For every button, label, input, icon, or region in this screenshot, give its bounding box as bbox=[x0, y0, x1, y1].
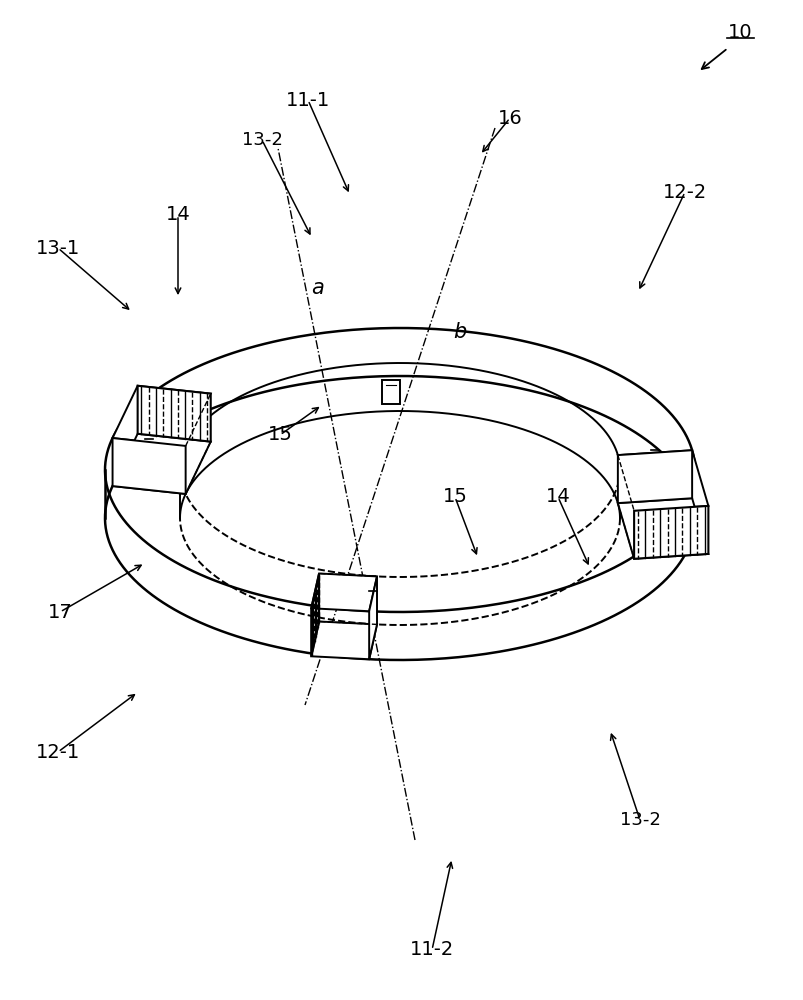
Text: 16: 16 bbox=[497, 109, 522, 128]
Polygon shape bbox=[311, 621, 377, 659]
Polygon shape bbox=[311, 573, 377, 611]
Polygon shape bbox=[112, 386, 210, 446]
Text: a: a bbox=[312, 278, 324, 298]
Text: 12-2: 12-2 bbox=[662, 182, 707, 202]
Polygon shape bbox=[617, 450, 691, 503]
Polygon shape bbox=[634, 506, 707, 559]
Text: 12-1: 12-1 bbox=[36, 742, 80, 762]
Polygon shape bbox=[381, 380, 400, 404]
Polygon shape bbox=[617, 450, 707, 511]
Text: 13-2: 13-2 bbox=[619, 811, 659, 829]
Polygon shape bbox=[369, 576, 377, 659]
Text: 13-2: 13-2 bbox=[241, 131, 282, 149]
Text: 11-2: 11-2 bbox=[410, 940, 454, 959]
Text: 17: 17 bbox=[47, 602, 72, 621]
Polygon shape bbox=[112, 438, 185, 494]
Polygon shape bbox=[112, 434, 210, 494]
Text: 15: 15 bbox=[442, 488, 467, 506]
Text: 15: 15 bbox=[267, 426, 292, 444]
Text: 10: 10 bbox=[727, 23, 752, 42]
Text: 14: 14 bbox=[165, 206, 190, 225]
Text: b: b bbox=[453, 322, 466, 342]
Text: 13-1: 13-1 bbox=[36, 238, 80, 257]
Polygon shape bbox=[137, 386, 210, 442]
Text: 14: 14 bbox=[545, 488, 569, 506]
Polygon shape bbox=[311, 573, 319, 656]
Polygon shape bbox=[617, 498, 707, 559]
Text: 11-1: 11-1 bbox=[286, 91, 330, 110]
